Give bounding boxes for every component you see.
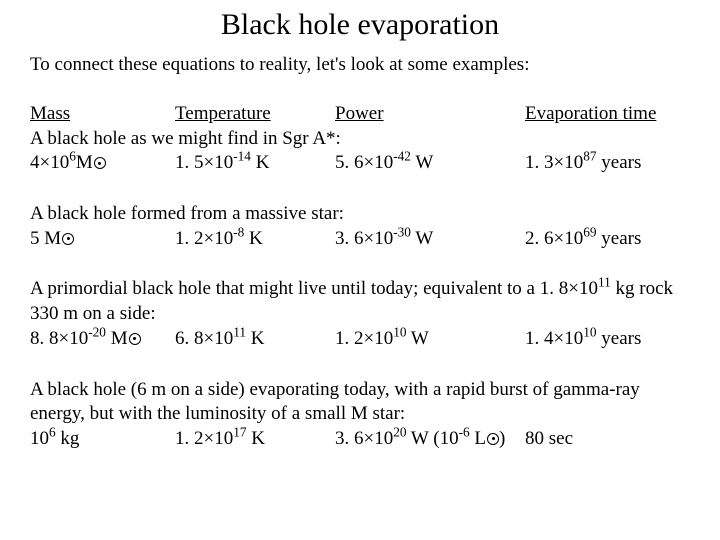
ex1-desc: A black hole as we might find in Sgr A*: bbox=[30, 127, 341, 152]
sun-icon bbox=[94, 157, 106, 169]
ex3-desc: A primordial black hole that might live … bbox=[30, 277, 690, 326]
ex2-desc: A black hole formed from a massive star: bbox=[30, 202, 690, 227]
header-row: Mass Temperature Power Evaporation time bbox=[30, 102, 690, 127]
ex1-power: 5. 6×10-42 W bbox=[335, 151, 525, 176]
ex2-mass: 5 M bbox=[30, 227, 175, 252]
ex2-evap: 2. 6×1069 years bbox=[525, 227, 690, 252]
header-temp: Temperature bbox=[175, 103, 271, 124]
header-evap: Evaporation time bbox=[525, 103, 656, 124]
ex1-data-row: 4×106M 1. 5×10-14 K 5. 6×10-42 W 1. 3×10… bbox=[30, 151, 690, 176]
ex4-mass: 106 kg bbox=[30, 427, 175, 452]
ex3-temp: 6. 8×1011 K bbox=[175, 327, 335, 352]
ex3-power: 1. 2×1010 W bbox=[335, 327, 525, 352]
ex4-power: 3. 6×1020 W (10-6 L) bbox=[335, 427, 525, 452]
ex4-desc: A black hole (6 m on a side) evaporating… bbox=[30, 378, 690, 427]
intro-text: To connect these equations to reality, l… bbox=[30, 54, 690, 76]
ex4-temp: 1. 2×1017 K bbox=[175, 427, 335, 452]
ex1-evap: 1. 3×1087 years bbox=[525, 151, 690, 176]
page-title: Black hole evaporation bbox=[30, 8, 690, 42]
ex4-data-row: 106 kg 1. 2×1017 K 3. 6×1020 W (10-6 L) … bbox=[30, 427, 690, 452]
ex3-mass: 8. 8×10-20 M bbox=[30, 327, 175, 352]
ex2-data-row: 5 M 1. 2×10-8 K 3. 6×10-30 W 2. 6×1069 y… bbox=[30, 227, 690, 252]
ex2-temp: 1. 2×10-8 K bbox=[175, 227, 335, 252]
ex2-power: 3. 6×10-30 W bbox=[335, 227, 525, 252]
header-power: Power bbox=[335, 103, 384, 124]
ex1-mass: 4×106M bbox=[30, 151, 175, 176]
ex3-data-row: 8. 8×10-20 M 6. 8×1011 K 1. 2×1010 W 1. … bbox=[30, 327, 690, 352]
sun-icon bbox=[62, 233, 74, 245]
slide-content: Black hole evaporation To connect these … bbox=[0, 0, 720, 472]
ex4-evap: 80 sec bbox=[525, 427, 690, 452]
sun-icon bbox=[129, 333, 141, 345]
ex1-desc-row: A black hole as we might find in Sgr A*: bbox=[30, 127, 690, 152]
header-mass: Mass bbox=[30, 103, 70, 124]
sun-icon bbox=[487, 433, 499, 445]
ex3-evap: 1. 4×1010 years bbox=[525, 327, 690, 352]
ex1-temp: 1. 5×10-14 K bbox=[175, 151, 335, 176]
